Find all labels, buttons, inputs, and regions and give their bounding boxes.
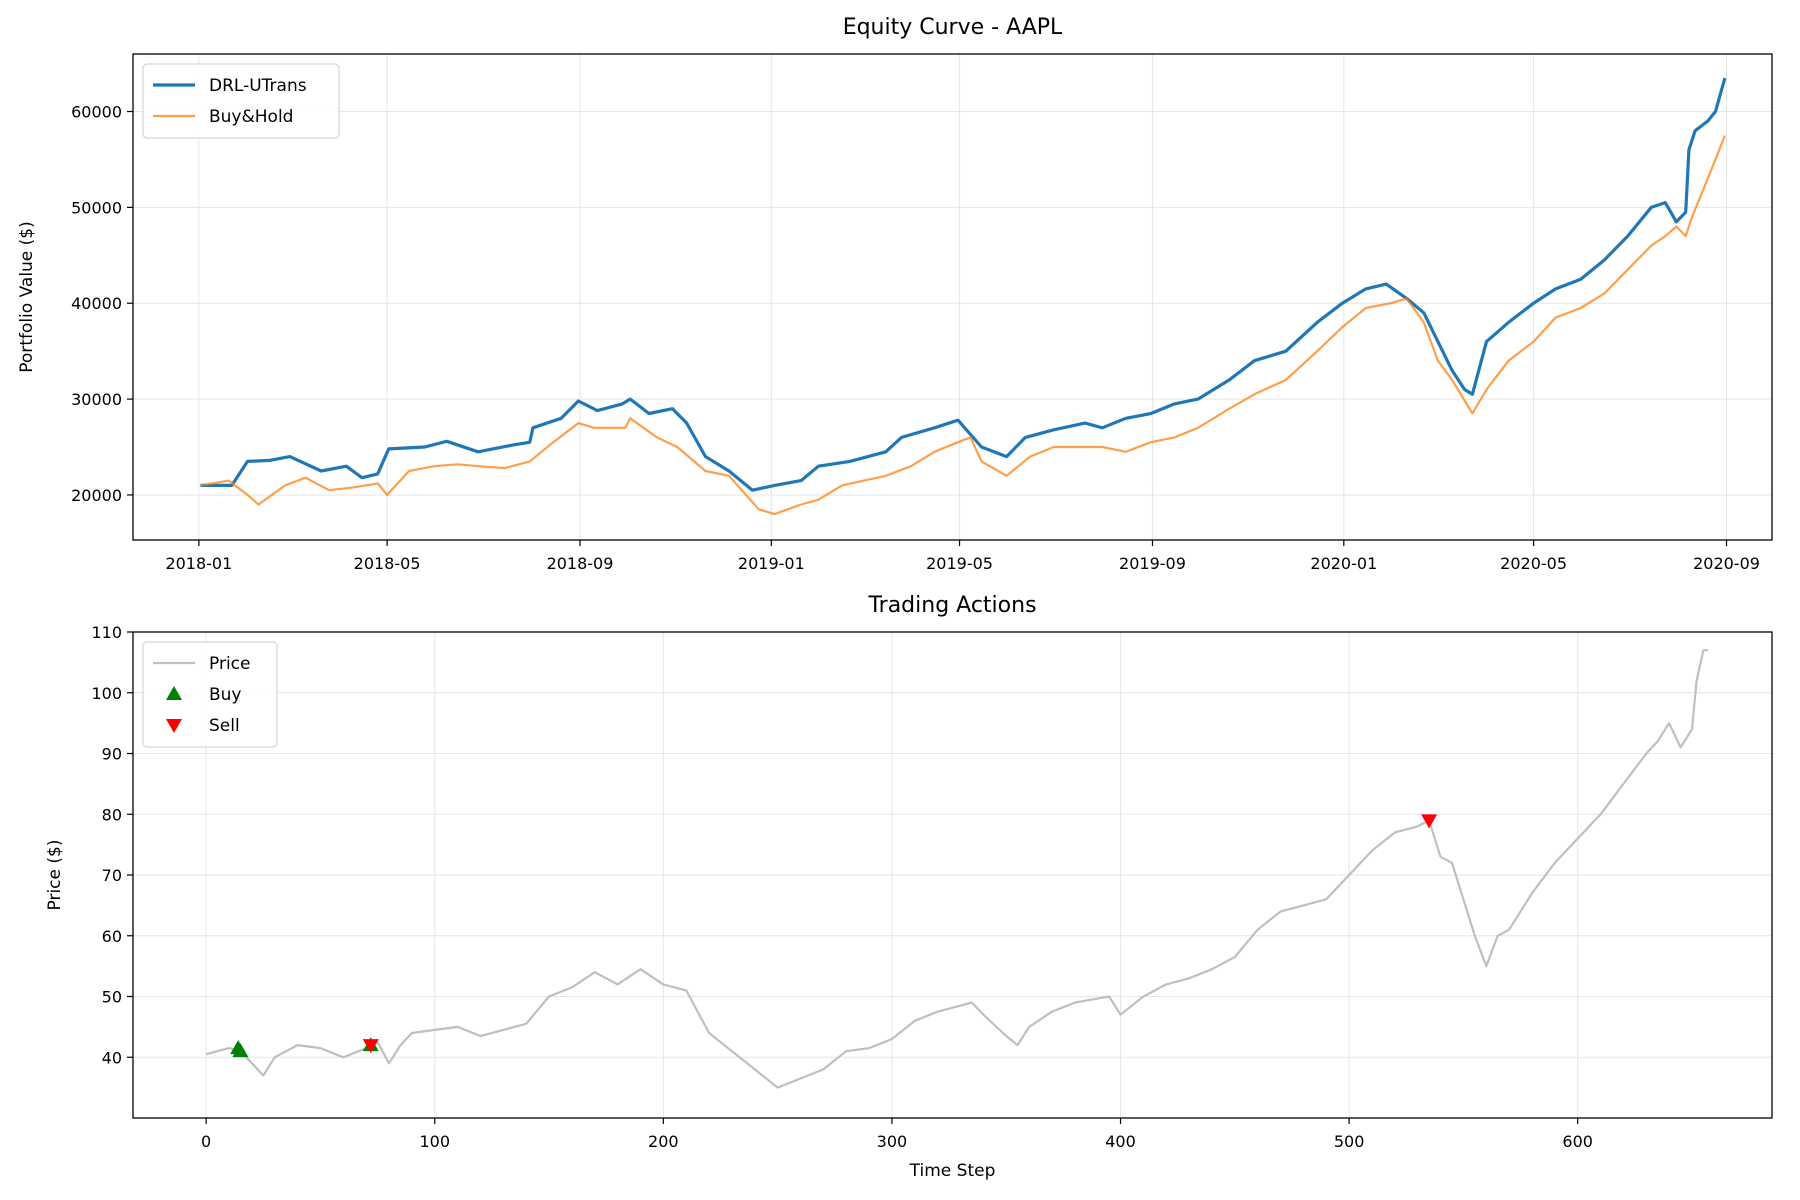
y-tick-label: 30000 (71, 390, 122, 409)
y-tick-label: 40 (102, 1048, 122, 1067)
y-tick-label: 80 (102, 805, 122, 824)
y-tick-label: 20000 (71, 486, 122, 505)
y-tick-label: 50 (102, 988, 122, 1007)
y-axis-label: Portfolio Value ($) (17, 221, 37, 373)
legend-swatch (166, 686, 182, 700)
legend-label: Price (209, 654, 250, 674)
x-tick-label: 2020-05 (1500, 554, 1567, 573)
x-tick-label: 2018-09 (547, 554, 614, 573)
sell-marker (362, 1039, 379, 1054)
y-tick-label: 60000 (71, 103, 122, 122)
y-tick-label: 110 (91, 623, 122, 642)
price-series-line (205, 649, 1708, 1089)
y-tick-label: 50000 (71, 198, 122, 217)
buy-marker (232, 1043, 249, 1058)
legend-label: Buy (209, 685, 242, 705)
legend-label: Buy&Hold (209, 107, 293, 127)
y-tick-label: 40000 (71, 294, 122, 313)
y-tick-label: 60 (102, 927, 122, 946)
legend-box (142, 63, 340, 139)
trading-actions-chart: 0 100 200 300 400 500 600 40 50 60 70 80 90 100 110 T… (45, 593, 1773, 1181)
y-axis-label: Price ($) (45, 840, 65, 911)
plot-frame (132, 53, 1773, 541)
legend-swatch (166, 719, 182, 733)
x-tick-label: 2020-09 (1693, 554, 1760, 573)
x-tick-label: 2018-05 (354, 554, 421, 573)
x-tick-label: 0 (201, 1132, 211, 1151)
x-tick-label: 2019-09 (1119, 554, 1186, 573)
y-tick-label: 90 (102, 745, 122, 764)
x-axis-label: Time Step (909, 1161, 996, 1181)
x-tick-label: 400 (1105, 1132, 1136, 1151)
chart-title: Equity Curve - AAPL (843, 15, 1063, 40)
x-tick-label: 2018-01 (165, 554, 232, 573)
x-tick-label: 2019-01 (738, 554, 805, 573)
sell-marker (1421, 814, 1438, 829)
x-tick-label: 200 (648, 1132, 679, 1151)
legend-label: DRL-UTrans (209, 76, 307, 96)
plot-frame (132, 631, 1773, 1119)
y-tick-label: 100 (91, 684, 122, 703)
x-tick-label: 300 (877, 1132, 908, 1151)
x-tick-label: 2019-05 (926, 554, 993, 573)
legend-label: Sell (209, 716, 240, 736)
buy-hold-series-line (200, 135, 1726, 516)
chart-title: Trading Actions (867, 593, 1036, 618)
x-tick-label: 2020-01 (1310, 554, 1377, 573)
drl-utrans-series-line (200, 77, 1727, 492)
equity-curve-chart: 2018-01 2018-05 2018-09 2019-01 2019-05 2019-… (17, 15, 1773, 573)
y-tick-label: 70 (102, 866, 122, 885)
x-tick-label: 600 (1562, 1132, 1593, 1151)
x-tick-label: 500 (1334, 1132, 1365, 1151)
x-tick-label: 100 (419, 1132, 450, 1151)
